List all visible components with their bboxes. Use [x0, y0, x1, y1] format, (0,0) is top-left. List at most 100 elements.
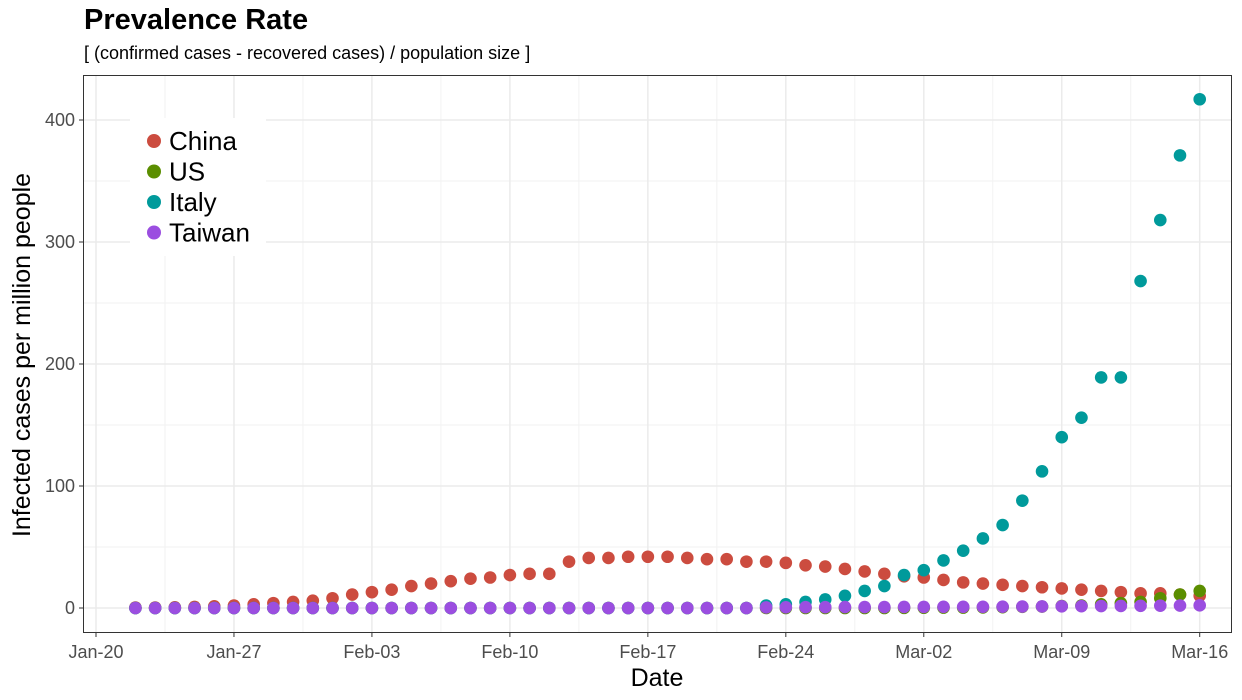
data-point-italy: [1016, 494, 1029, 507]
data-point-taiwan: [227, 601, 241, 615]
data-point-taiwan: [779, 600, 793, 614]
data-point-taiwan: [385, 601, 398, 615]
data-point-china: [1055, 582, 1069, 595]
data-point-china: [976, 577, 990, 590]
data-point-china: [996, 578, 1009, 592]
data-point-italy: [897, 568, 911, 582]
data-point-taiwan: [1094, 599, 1108, 613]
series-italy: [129, 92, 1207, 615]
y-tick-label: 400: [45, 110, 75, 130]
data-point-us: [1173, 588, 1187, 601]
data-points: [129, 92, 1207, 615]
data-point-china: [582, 551, 596, 565]
data-point-us: [1193, 584, 1207, 598]
data-point-taiwan: [207, 601, 221, 615]
data-point-china: [483, 571, 497, 584]
data-point-china: [345, 588, 359, 601]
data-point-china: [1075, 583, 1088, 596]
data-point-italy: [917, 563, 931, 577]
data-point-taiwan: [444, 601, 458, 615]
data-point-taiwan: [917, 600, 931, 614]
x-tick-label: Jan-20: [68, 642, 123, 662]
data-point-italy: [1094, 371, 1108, 384]
data-point-italy: [1075, 411, 1088, 424]
data-point-taiwan: [1055, 599, 1069, 613]
legend-key-china: [147, 134, 161, 148]
data-point-china: [937, 573, 950, 587]
data-point-taiwan: [1153, 599, 1167, 612]
y-tick-label: 0: [65, 598, 75, 618]
data-point-taiwan: [838, 600, 852, 614]
data-point-italy: [976, 532, 990, 545]
data-point-taiwan: [365, 601, 379, 615]
data-point-taiwan: [1173, 599, 1187, 612]
data-point-taiwan: [464, 601, 477, 615]
x-tick-label: Jan-27: [206, 642, 261, 662]
data-point-taiwan: [680, 601, 694, 615]
y-tick-label: 100: [45, 476, 75, 496]
data-point-china: [621, 550, 635, 564]
data-point-china: [1114, 585, 1128, 599]
data-point-taiwan: [956, 600, 970, 614]
data-point-taiwan: [799, 600, 812, 614]
data-point-china: [720, 552, 733, 566]
legend-label-italy: Italy: [169, 187, 217, 217]
data-point-taiwan: [188, 601, 201, 615]
x-axis-title: Date: [631, 664, 684, 692]
data-point-taiwan: [405, 601, 418, 615]
data-point-china: [365, 585, 379, 599]
data-point-taiwan: [326, 601, 339, 615]
x-tick-label: Mar-16: [1171, 642, 1228, 662]
data-point-italy: [878, 579, 891, 593]
data-point-italy: [1114, 371, 1128, 384]
data-point-italy: [1193, 92, 1207, 106]
data-point-taiwan: [937, 600, 950, 614]
data-point-china: [1035, 580, 1049, 594]
data-point-taiwan: [621, 601, 635, 615]
data-point-taiwan: [562, 601, 576, 615]
data-point-taiwan: [976, 600, 990, 614]
data-point-china: [759, 555, 773, 568]
data-point-italy: [838, 589, 852, 603]
data-point-italy: [937, 554, 950, 567]
data-point-taiwan: [720, 601, 733, 615]
data-point-italy: [1055, 430, 1069, 444]
y-axis-title: Infected cases per million people: [8, 173, 36, 537]
data-point-italy: [858, 584, 871, 598]
data-point-taiwan: [897, 600, 911, 614]
data-point-china: [779, 556, 793, 570]
legend-key-italy: [147, 195, 161, 209]
data-point-italy: [1153, 213, 1167, 227]
data-point-taiwan: [306, 601, 320, 615]
data-point-china: [523, 567, 536, 581]
data-point-taiwan: [1114, 599, 1128, 613]
data-point-china: [661, 550, 674, 564]
data-point-taiwan: [1193, 599, 1207, 612]
data-point-china: [680, 551, 694, 565]
data-point-china: [878, 567, 891, 581]
data-point-china: [503, 568, 517, 582]
chart-title: Prevalence Rate: [84, 4, 309, 36]
data-point-taiwan: [168, 601, 182, 615]
legend-label-taiwan: Taiwan: [169, 218, 250, 248]
data-point-china: [1016, 579, 1029, 593]
chart-subtitle: [ (confirmed cases - recovered cases) / …: [84, 43, 531, 63]
data-point-taiwan: [483, 601, 497, 615]
data-point-china: [543, 567, 556, 581]
data-point-taiwan: [582, 601, 596, 615]
data-point-china: [641, 550, 655, 564]
data-point-china: [326, 591, 339, 605]
data-point-italy: [956, 544, 970, 557]
data-point-italy: [996, 518, 1009, 532]
legend-key-us: [147, 164, 161, 179]
data-point-china: [858, 565, 871, 578]
y-tick-label: 300: [45, 232, 75, 252]
data-point-taiwan: [424, 601, 438, 615]
data-point-china: [602, 551, 615, 565]
data-point-china: [424, 577, 438, 590]
data-point-taiwan: [700, 601, 714, 615]
data-point-taiwan: [1075, 599, 1088, 613]
data-point-italy: [1035, 465, 1049, 478]
